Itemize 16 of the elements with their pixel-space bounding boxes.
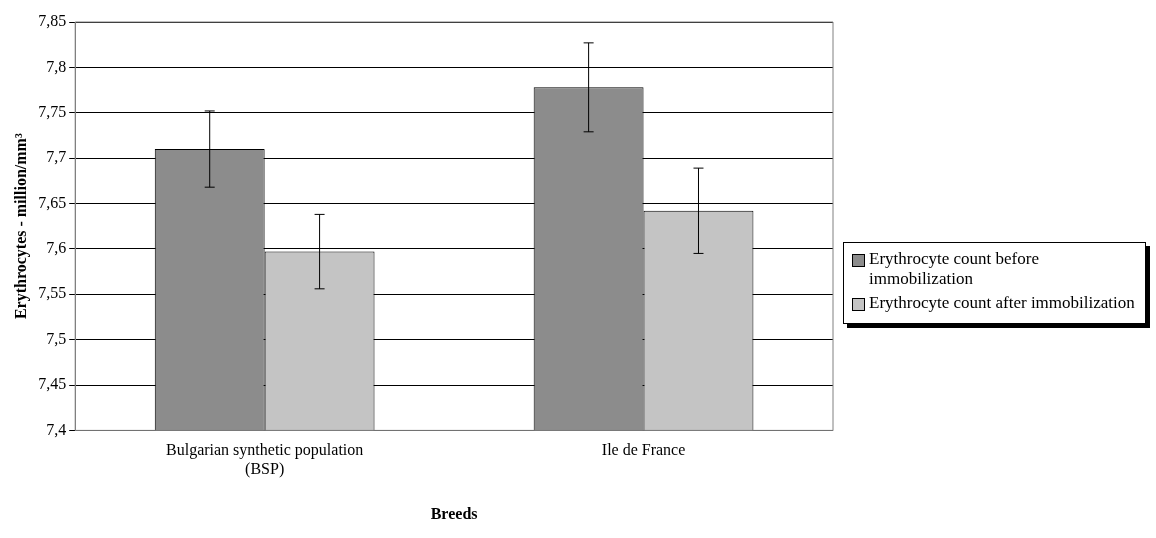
legend-label: Erythrocyte count before immobilization bbox=[869, 249, 1040, 289]
x-tick-label: Ile de France bbox=[601, 441, 686, 459]
y-tick-label: 7,7 bbox=[46, 148, 67, 166]
x-tick-label: Bulgarian synthetic population (BSP) bbox=[166, 441, 364, 479]
legend-label: Erythrocyte count after immobilization bbox=[869, 293, 1135, 313]
y-tick-label: 7,45 bbox=[38, 375, 67, 393]
y-tick-label: 7,6 bbox=[46, 239, 67, 257]
y-tick-label: 7,4 bbox=[46, 420, 67, 438]
y-tick-label: 7,85 bbox=[38, 12, 67, 30]
y-tick-label: 7,65 bbox=[38, 193, 67, 211]
y-tick-label: 7,8 bbox=[46, 57, 67, 75]
y-tick-label: 7,5 bbox=[46, 329, 67, 347]
x-axis-title: Breeds bbox=[430, 504, 478, 522]
y-axis-title: Erythrocytes - million/mm³ bbox=[11, 133, 30, 320]
y-tick-label: 7,55 bbox=[38, 284, 67, 302]
y-tick-label: 7,75 bbox=[38, 102, 67, 120]
